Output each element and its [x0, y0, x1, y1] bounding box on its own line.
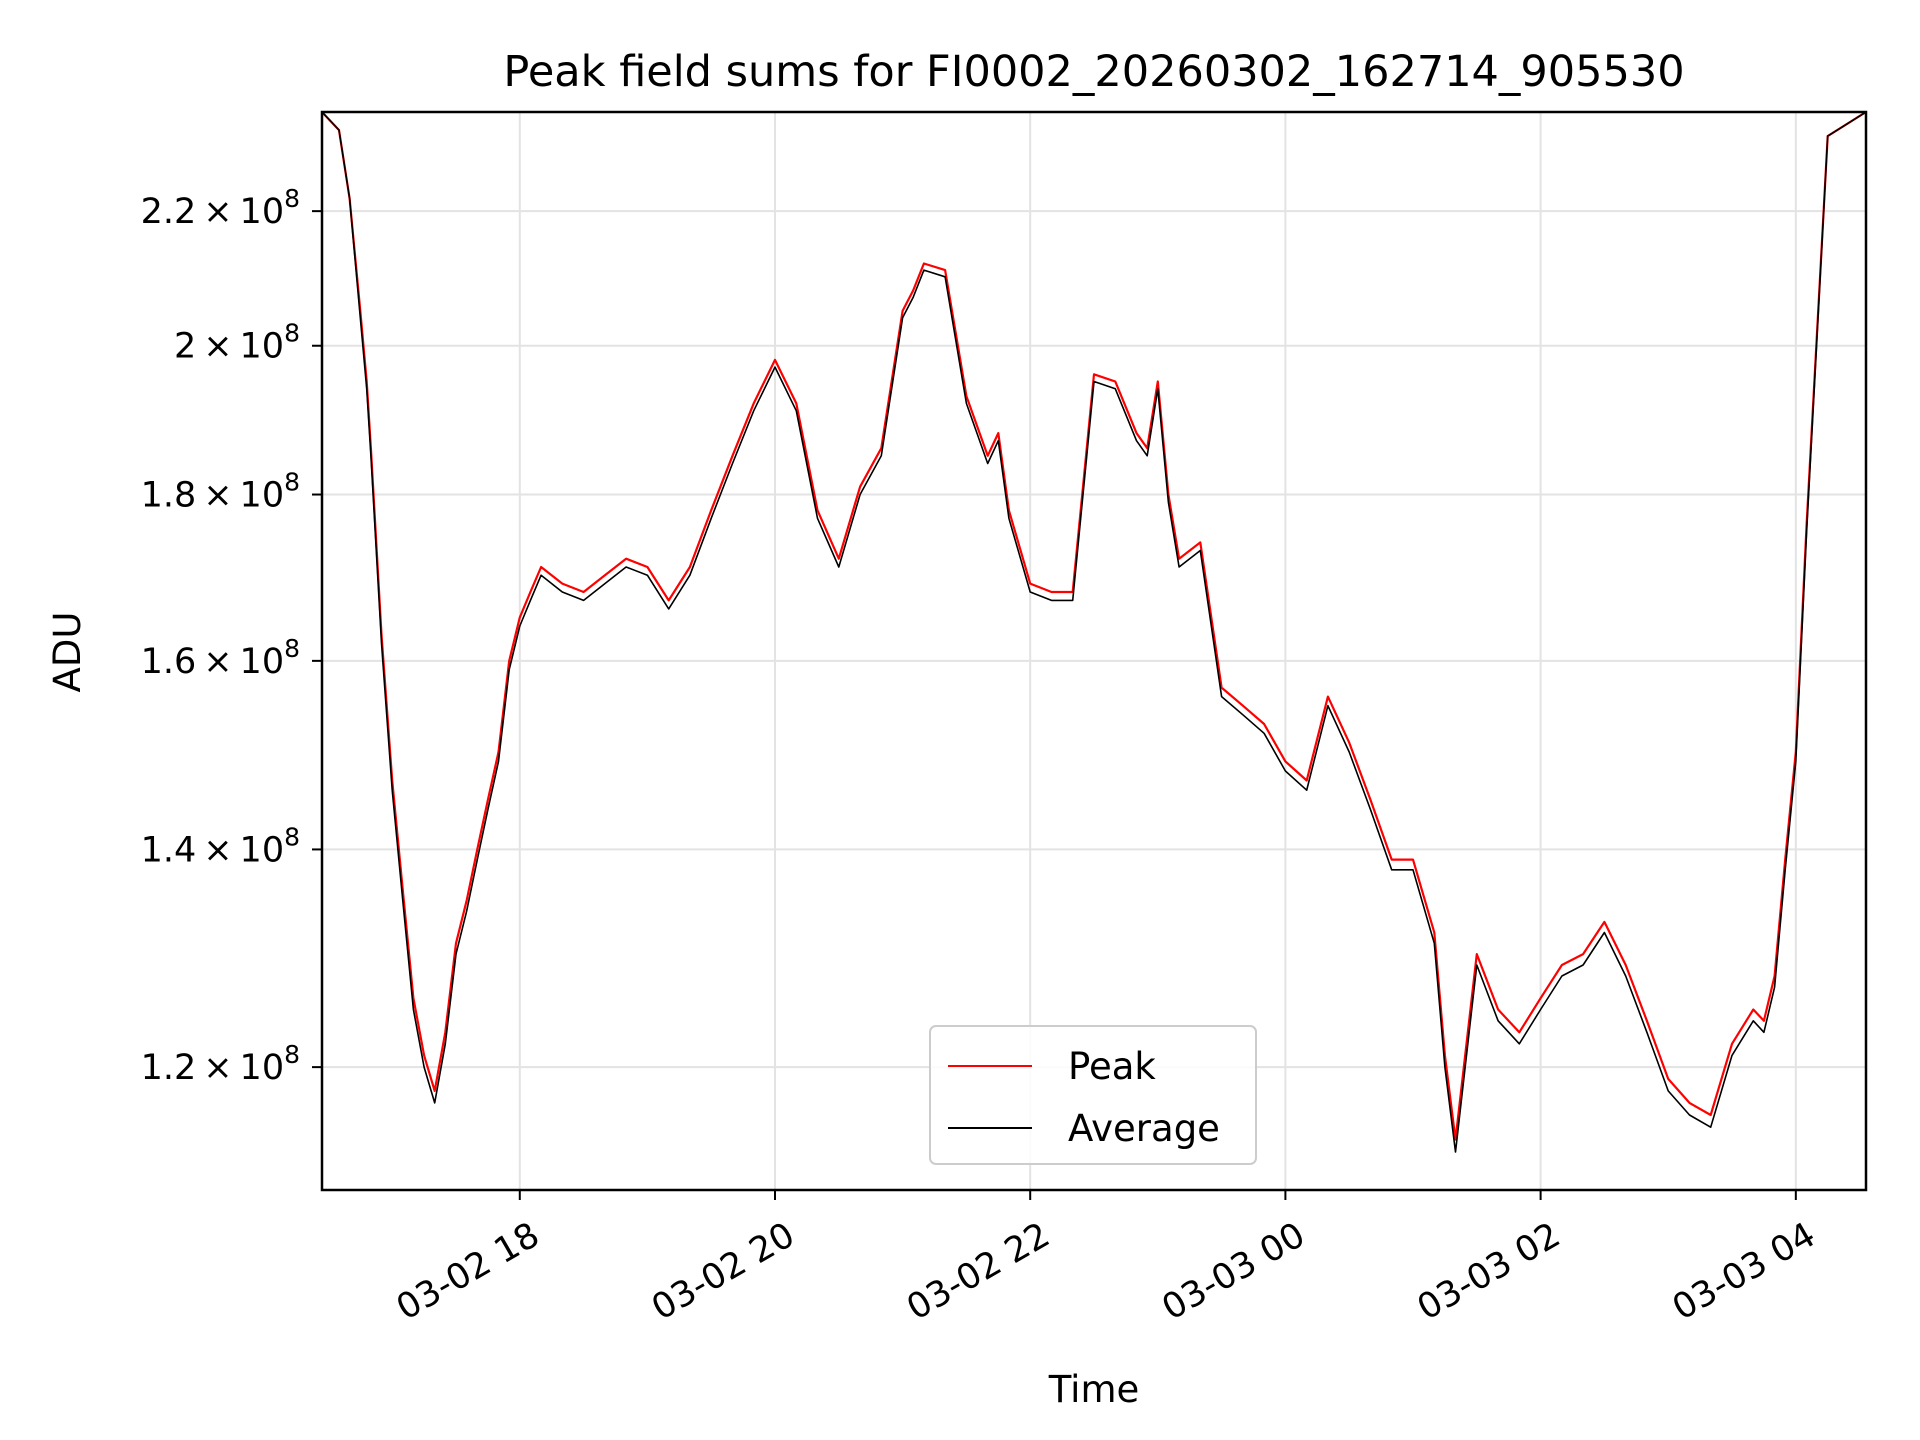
y-tick-label-2: 1.6 × 108 [141, 634, 300, 682]
y-tick-label-4: 2 × 108 [174, 319, 300, 367]
grid [322, 112, 1866, 1190]
y-axis-label: ADU [46, 612, 89, 693]
plot-frame [320, 110, 1868, 1192]
series-layer [322, 112, 1866, 1153]
y-tick-label-0: 1.2 × 108 [141, 1040, 300, 1088]
legend-box [929, 1025, 1257, 1165]
series-line-peak [322, 112, 1866, 1141]
chart-title: Peak field sums for FI0002_20260302_1627… [503, 47, 1684, 97]
legend-label-average: Average [1068, 1107, 1220, 1150]
legend: Peak Average [929, 1025, 1257, 1165]
y-tick-label-5: 2.2 × 108 [141, 184, 300, 232]
x-axis-label: Time [1048, 1368, 1140, 1411]
y-tick-label-3: 1.8 × 108 [141, 468, 300, 516]
series-line-average [322, 112, 1866, 1153]
legend-label-peak: Peak [1068, 1045, 1156, 1088]
y-tick-label-1: 1.4 × 108 [141, 822, 300, 870]
